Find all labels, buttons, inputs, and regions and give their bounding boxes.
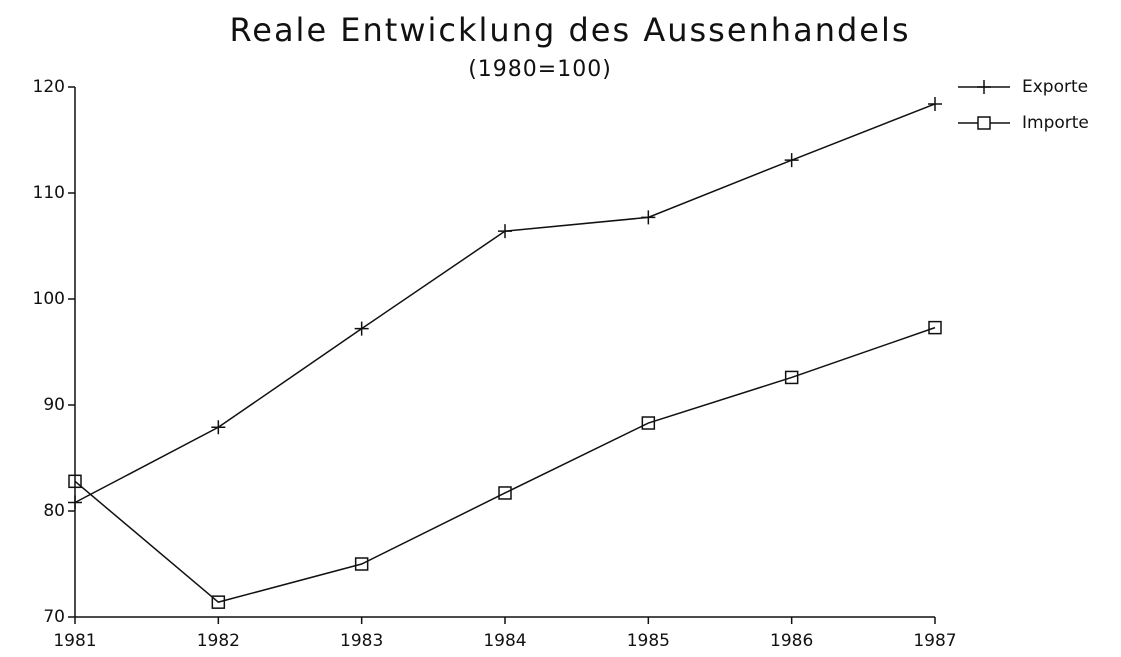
y-tick-label: 100	[33, 289, 65, 309]
chart-subtitle: (1980=100)	[468, 57, 612, 82]
marker	[784, 153, 799, 168]
x-tick-label: 1987	[913, 631, 956, 651]
y-tick-label: 80	[43, 501, 65, 521]
y-tick-label: 120	[33, 77, 65, 97]
marker	[784, 370, 799, 385]
y-tick-label: 110	[33, 183, 65, 203]
marker	[354, 321, 369, 336]
series-line	[74, 103, 936, 504]
marker	[641, 416, 656, 430]
x-tick-label: 1986	[770, 631, 813, 651]
series-line	[74, 326, 936, 603]
marker	[498, 486, 512, 500]
x-tick-label: 1984	[483, 631, 526, 651]
legend-marker	[977, 80, 991, 94]
y-tick-label: 70	[43, 607, 65, 627]
x-tick-label: 1981	[53, 631, 96, 651]
marker	[641, 210, 656, 225]
x-tick-label: 1985	[627, 631, 670, 651]
legend-label: Exporte	[1022, 77, 1088, 97]
marker	[498, 224, 512, 239]
y-tick-label: 90	[43, 395, 65, 415]
x-tick-label: 1982	[197, 631, 240, 651]
marker	[928, 320, 942, 335]
legend-label: Importe	[1022, 113, 1089, 133]
marker	[68, 474, 82, 489]
marker	[211, 595, 226, 609]
marker	[211, 420, 226, 435]
x-tick-label: 1983	[340, 631, 383, 651]
marker	[354, 557, 369, 571]
legend-marker	[977, 116, 991, 130]
chart-title: Reale Entwicklung des Aussenhandels	[229, 11, 910, 49]
marker	[928, 96, 942, 111]
marker	[68, 495, 82, 510]
